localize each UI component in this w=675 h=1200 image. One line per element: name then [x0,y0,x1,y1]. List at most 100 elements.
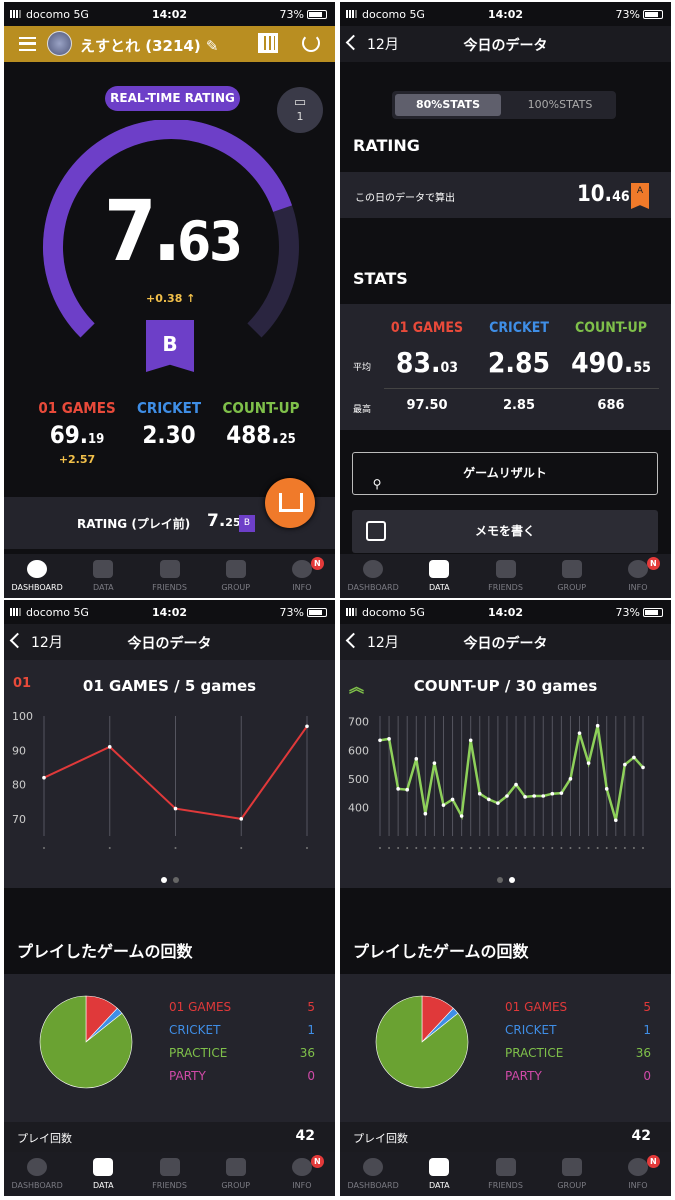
x-tick-dot [451,847,454,849]
legend-practice: PRACTICE [505,1046,564,1060]
group-icon [225,560,246,578]
battery-icon [643,10,663,19]
total-plays-row: プレイ回数 42 [4,1122,335,1152]
y-tick-label: 400 [348,801,369,814]
x-tick-dot [505,847,508,849]
tab-info[interactable]: N INFO [605,554,671,598]
tab-label: INFO [628,583,648,592]
tab-data[interactable]: DATA [406,1152,472,1196]
tab-friends[interactable]: FRIENDS [472,554,538,598]
refresh-icon[interactable] [302,34,320,52]
back-button[interactable]: 12月 [348,632,399,652]
data-point [405,787,410,792]
tab-label: GROUP [557,1181,587,1190]
tab-dashboard[interactable]: DASHBOARD [4,554,70,598]
tab-label: DASHBOARD [11,583,63,592]
plays-card: 01 GAMES 5 CRICKET 1 PRACTICE 36 PARTY 0 [4,974,335,1122]
x-tick-dot [306,847,308,849]
carrier: docomo [26,606,70,619]
tab-data[interactable]: DATA [70,554,136,598]
y-tick-label: 70 [12,813,26,826]
tab-friends[interactable]: FRIENDS [136,554,202,598]
user-name[interactable]: えすとれ (3214) ✎ [80,35,219,56]
total-plays-row: プレイ回数 42 [340,1122,671,1152]
ticket-button[interactable]: ▭ 1 [277,87,323,133]
legend-cricket-count: 1 [643,1023,651,1037]
group-icon [561,560,582,578]
data-point [459,814,464,818]
menu-icon[interactable] [19,37,36,51]
page-dot[interactable] [172,877,179,883]
network: 5G [73,606,89,619]
back-button[interactable]: 12月 [348,34,399,54]
tab-bar: DASHBOARD DATA FRIENDS GROUP N INFO [4,554,335,598]
toggle-80-stats[interactable]: 80%STATS [395,94,501,116]
chart-card[interactable]: ︽ COUNT-UP / 30 games 400 500 600 700 [340,660,671,888]
data-point [632,755,636,760]
rating-int: 7. [104,182,181,280]
avatar[interactable] [47,31,72,56]
chart-card[interactable]: 01 01 GAMES / 5 games 70 80 90 100 [4,660,335,888]
line-chart-01games: 70 80 90 100 [12,710,309,849]
tab-info[interactable]: N INFO [269,554,335,598]
toggle-100-stats[interactable]: 100%STATS [527,98,593,111]
tab-dashboard[interactable]: DASHBOARD [4,1152,70,1196]
x-tick-dot [379,847,381,849]
battery-percent: 73% [615,606,640,619]
shop-search-fab[interactable] [265,478,315,528]
data-point [305,724,309,729]
stat-countup[interactable]: COUNT-UP 488.25 [206,399,316,449]
rating-gauge [43,120,299,338]
carrier: docomo [26,8,70,21]
x-tick-dot [442,847,445,849]
tab-group[interactable]: GROUP [203,1152,269,1196]
write-memo-button[interactable]: メモを書く [352,510,658,553]
tab-data[interactable]: DATA [70,1152,136,1196]
tab-info[interactable]: N INFO [269,1152,335,1196]
prev-rating-value: 7.25 [207,511,241,531]
avg-int: 490. [571,346,634,379]
avg-label: 平均 [353,363,372,373]
stat-label: 01 GAMES [38,399,116,417]
chart-title: COUNT-UP / 30 games [413,677,598,695]
game-result-button[interactable]: ⚲ ゲームリザルト [352,452,658,495]
avg-dec: 85 [515,346,551,379]
tab-data[interactable]: DATA [406,554,472,598]
tab-group[interactable]: GROUP [539,554,605,598]
tab-group[interactable]: GROUP [203,554,269,598]
back-button[interactable]: 12月 [12,632,63,652]
stat-cricket[interactable]: CRICKET 2.30 [114,399,224,449]
edit-pencil-icon[interactable]: ✎ [205,37,219,55]
tab-info[interactable]: N INFO [605,1152,671,1196]
tab-dashboard[interactable]: DASHBOARD [340,554,406,598]
battery-percent: 73% [279,8,304,21]
data-point [623,762,627,767]
x-tick-dot [487,847,490,849]
signal-icon [346,608,359,616]
x-tick-dot [524,847,527,849]
pie-slice-practice [375,995,469,1089]
page-dot[interactable] [496,877,503,883]
qr-code-icon[interactable] [258,33,278,53]
stat-01games[interactable]: 01 GAMES 69.19 +2.57 [22,399,132,466]
x-tick-dot [623,847,626,849]
legend-01games-count: 5 [643,1000,651,1014]
page-dot-active[interactable] [160,877,167,883]
data-point [505,794,509,798]
tab-label: INFO [628,1181,648,1190]
tab-dashboard[interactable]: DASHBOARD [340,1152,406,1196]
x-tick-dot [424,847,427,849]
tab-friends[interactable]: FRIENDS [472,1152,538,1196]
data-point [487,797,491,802]
max-countup: 686 [597,398,625,413]
data-point [604,787,609,791]
info-icon [291,560,312,578]
tab-label: DATA [429,1181,450,1190]
tab-group[interactable]: GROUP [539,1152,605,1196]
button-label: ゲームリザルト [463,466,547,480]
series-line [379,725,644,821]
page-dot-active[interactable] [508,877,515,883]
data-point [550,791,555,796]
tab-friends[interactable]: FRIENDS [136,1152,202,1196]
user-name-text: えすとれ (3214) [80,37,201,55]
